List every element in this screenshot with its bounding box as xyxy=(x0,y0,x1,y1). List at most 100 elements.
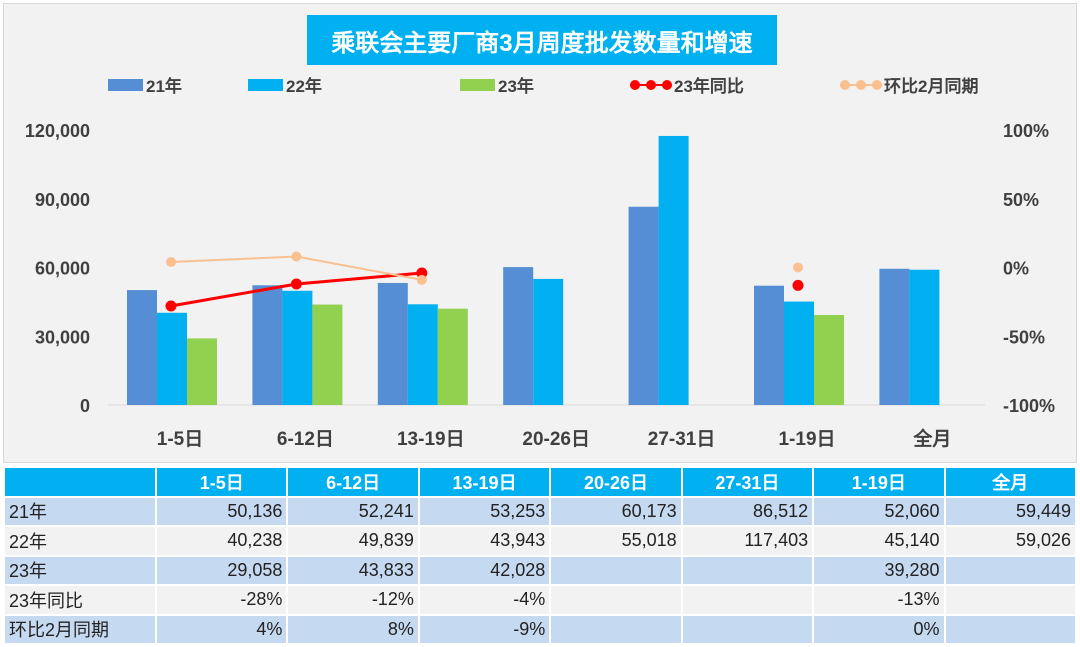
row-label: 23年 xyxy=(3,554,157,586)
x-tick-label: 13-19日 xyxy=(397,429,465,450)
bar-21年 xyxy=(377,282,408,405)
legend-label: 22年 xyxy=(286,76,322,96)
bar-22年 xyxy=(282,290,313,405)
table-cell: -13% xyxy=(812,584,946,616)
table-cell: 49,839 xyxy=(286,525,420,557)
table-header: 6-12日 xyxy=(286,466,420,498)
bar-21年 xyxy=(628,206,659,405)
x-tick-label: 全月 xyxy=(912,427,951,450)
table-cell xyxy=(943,554,1078,586)
table-cell xyxy=(680,613,815,645)
table-cell: 0% xyxy=(812,613,946,645)
table-cell xyxy=(680,584,815,616)
row-label: 环比2月同期 xyxy=(3,613,157,645)
table-row: 22年 40,238 49,839 43,943 55,018 117,403 45,140… xyxy=(3,525,1078,557)
table-cell: 4% xyxy=(154,613,289,645)
table-cell: -12% xyxy=(286,584,420,616)
legend-marker-环比2月同期 xyxy=(840,80,850,90)
x-tick-label: 1-5日 xyxy=(157,429,203,450)
y-left-tick-label: 120,000 xyxy=(25,121,90,141)
table-cell xyxy=(943,584,1078,616)
table-cell: 60,173 xyxy=(549,495,683,527)
bar-22年 xyxy=(909,269,940,405)
table-row: 21年 50,136 52,241 53,253 60,173 86,512 52,060 5… xyxy=(3,495,1078,527)
legend-marker-环比2月同期 xyxy=(856,80,866,90)
point-环比2月同期 xyxy=(793,262,803,273)
table-header xyxy=(3,466,157,498)
table-cell: 39,280 xyxy=(812,554,946,586)
table-cell: -28% xyxy=(154,584,289,616)
legend-swatch-21年 xyxy=(108,79,143,91)
table-cell xyxy=(549,613,683,645)
legend-marker-23年同比 xyxy=(630,80,640,90)
legend-marker-23年同比 xyxy=(662,80,672,90)
table-cell: 117,403 xyxy=(680,525,815,557)
y-left-tick-label: 90,000 xyxy=(35,190,90,210)
table-header: 1-19日 xyxy=(812,466,946,498)
table-cell xyxy=(680,554,815,586)
table-cell: 40,238 xyxy=(154,525,289,557)
x-tick-label: 20-26日 xyxy=(522,429,590,450)
table-row: 23年 29,058 43,833 42,028 39,280 xyxy=(3,554,1078,586)
bar-22年 xyxy=(784,301,814,405)
bar-22年 xyxy=(533,278,564,405)
legend-label: 21年 xyxy=(146,76,182,96)
x-tick-label: 1-19日 xyxy=(778,429,835,450)
bar-23年 xyxy=(312,304,343,405)
point-23年同比 xyxy=(165,300,177,312)
table-cell: 52,241 xyxy=(286,495,420,527)
chart: 0 30,000 60,000 90,000 120,000 -100% -50% 0% 50%… xyxy=(25,76,1055,450)
table-cell: -4% xyxy=(417,584,552,616)
y-right-tick-label: 100% xyxy=(1003,121,1049,141)
table-cell: 52,060 xyxy=(812,495,946,527)
table-cell: 59,449 xyxy=(943,495,1078,527)
bar-22年 xyxy=(157,312,187,405)
point-23年同比 xyxy=(290,278,302,290)
table-cell: 86,512 xyxy=(680,495,815,527)
table-cell xyxy=(943,613,1078,645)
y-right-tick-label: 0% xyxy=(1003,259,1029,279)
table-header: 全月 xyxy=(943,466,1078,498)
point-23年同比 xyxy=(792,279,804,291)
table-header: 13-19日 xyxy=(417,466,552,498)
y-right-tick-label: -50% xyxy=(1003,327,1045,347)
x-tick-label: 27-31日 xyxy=(648,429,716,450)
bar-23年 xyxy=(814,314,844,405)
row-label: 23年同比 xyxy=(3,584,157,616)
row-label: 22年 xyxy=(3,525,157,557)
table-cell: 55,018 xyxy=(549,525,683,557)
bar-21年 xyxy=(252,285,283,405)
bar-21年 xyxy=(754,285,784,405)
table-header: 27-31日 xyxy=(680,466,815,498)
point-环比2月同期 xyxy=(416,274,427,285)
table-cell: 59,026 xyxy=(943,525,1078,557)
bar-22年 xyxy=(658,135,689,405)
table-cell: 43,833 xyxy=(286,554,420,586)
row-label: 21年 xyxy=(3,495,157,527)
table-row: 环比2月同期 4% 8% -9% 0% xyxy=(3,613,1078,645)
y-left-tick-label: 60,000 xyxy=(35,259,90,279)
point-环比2月同期 xyxy=(291,251,302,262)
legend-label: 23年同比 xyxy=(674,76,744,96)
bar-21年 xyxy=(503,267,534,405)
bar-21年 xyxy=(879,268,910,405)
point-环比2月同期 xyxy=(166,257,176,267)
table-cell: -9% xyxy=(417,613,552,645)
table-cell: 8% xyxy=(286,613,420,645)
table-header-row: 1-5日 6-12日 13-19日 20-26日 27-31日 1-19日 全月 xyxy=(3,466,1078,498)
table-cell: 50,136 xyxy=(154,495,289,527)
chart-title: 乘联会主要厂商3月周度批发数量和增速 xyxy=(307,15,777,65)
legend-marker-23年同比 xyxy=(646,80,656,90)
bar-22年 xyxy=(407,304,438,405)
legend-swatch-22年 xyxy=(248,79,283,91)
data-table: 1-5日 6-12日 13-19日 20-26日 27-31日 1-19日 全月… xyxy=(3,466,1078,645)
table-cell xyxy=(549,554,683,586)
y-left-tick-label: 0 xyxy=(80,396,90,416)
y-right-tick-label: -100% xyxy=(1003,396,1055,416)
table-header: 20-26日 xyxy=(549,466,683,498)
table-row: 23年同比 -28% -12% -4% -13% xyxy=(3,584,1078,616)
x-tick-label: 6-12日 xyxy=(277,429,334,450)
bar-21年 xyxy=(127,290,157,405)
table-cell: 42,028 xyxy=(417,554,552,586)
legend-swatch-23年 xyxy=(460,79,495,91)
